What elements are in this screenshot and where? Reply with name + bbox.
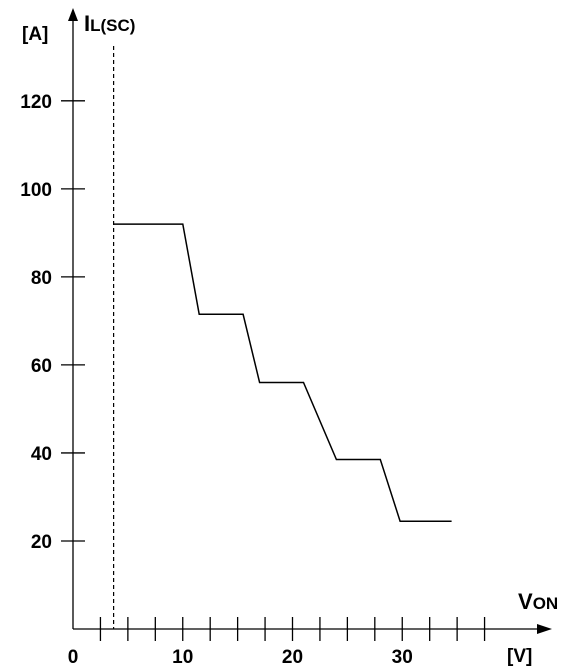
y-tick-label: 100 — [20, 180, 52, 201]
y-axis-title-sub: L(SC) — [90, 16, 135, 35]
x-axis-title-main: V — [518, 589, 533, 614]
x-tick-label: 10 — [172, 647, 193, 668]
y-tick-label: 120 — [20, 92, 52, 113]
y-tick-label: 60 — [31, 356, 52, 377]
series — [113, 223, 452, 522]
x-tick-label: 30 — [392, 647, 413, 668]
labels: [A] IL(SC) VON [V] — [22, 11, 558, 667]
y-tick-label: 20 — [31, 532, 52, 553]
x-axis-unit: [V] — [507, 646, 532, 667]
x-tick-label: 20 — [282, 647, 303, 668]
y-tick-label: 80 — [31, 268, 52, 289]
y-axis-arrow — [68, 8, 78, 21]
y-axis-unit: [A] — [22, 24, 48, 45]
axes — [68, 8, 552, 634]
y-axis-title-main: I — [84, 11, 90, 36]
x-axis-arrow — [537, 624, 552, 634]
series-line — [113, 223, 452, 522]
y-tick-label: 40 — [31, 444, 52, 465]
ticks: 20 40 60 80 100 120 0 10 20 30 — [20, 92, 486, 668]
x-axis-title: VON — [518, 589, 558, 614]
y-axis-title: IL(SC) — [84, 11, 135, 36]
origin-label: 0 — [68, 647, 79, 668]
x-axis-title-sub: ON — [533, 594, 559, 613]
